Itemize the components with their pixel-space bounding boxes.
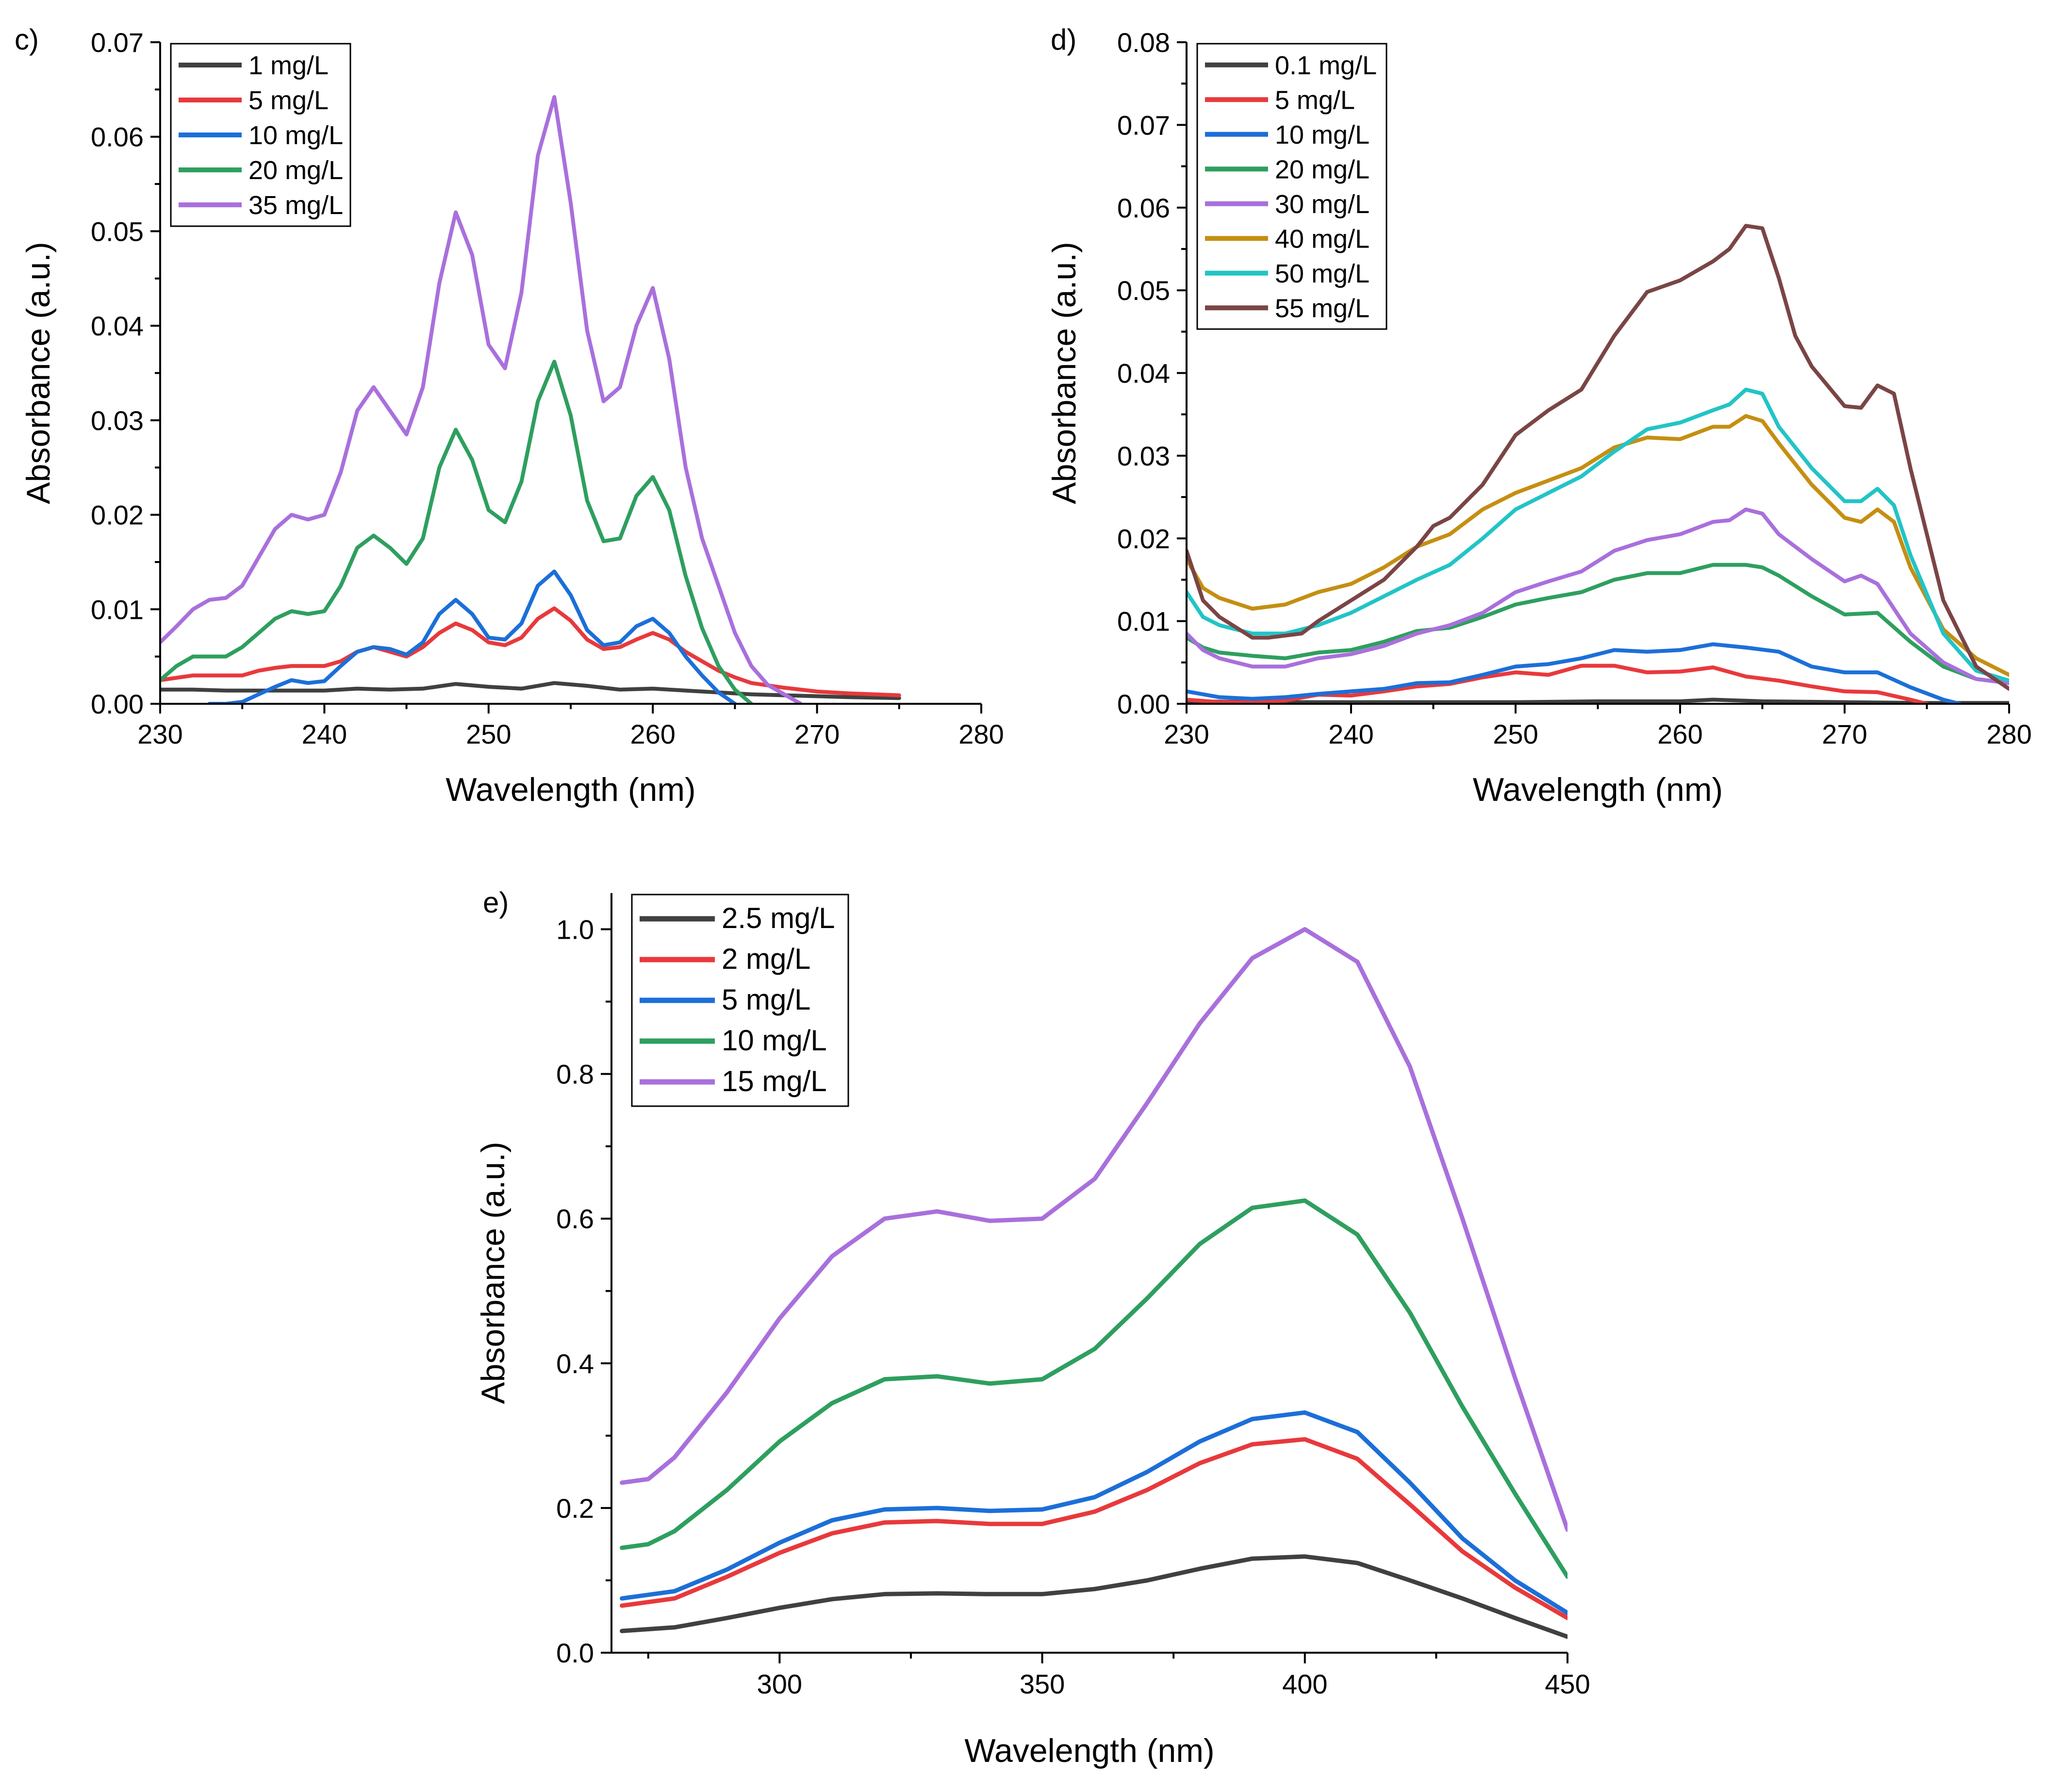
series-line-c-4: [160, 95, 803, 704]
x-tick-label-c: 270: [794, 719, 840, 749]
y-axis-title-c: Absorbance (a.u.): [20, 242, 57, 504]
series-line-c-3: [160, 360, 754, 704]
y-tick-label-d: 0.00: [1117, 689, 1170, 719]
legend-e: 2.5 mg/L 2 mg/L 5 mg/L 10 mg/L 15 mg/L: [631, 894, 849, 1107]
legend-c: 1 mg/L 5 mg/L 10 mg/L 20 mg/L 35 mg/L: [170, 43, 351, 227]
x-tick-label-d: 270: [1822, 719, 1867, 749]
legend-label-d-4: 30 mg/L: [1275, 190, 1370, 219]
series-line-c-0: [160, 681, 901, 700]
legend-label-c-1: 5 mg/L: [248, 86, 329, 115]
x-tick-label-d: 250: [1493, 719, 1538, 749]
panel-letter-c: c): [15, 23, 39, 56]
x-tick-label-d: 260: [1657, 719, 1702, 749]
series-line-e-4: [620, 927, 1568, 1532]
legend-label-d-2: 10 mg/L: [1275, 120, 1370, 149]
y-tick-label-e: 0.6: [556, 1204, 594, 1234]
series-line-e-1: [620, 1437, 1568, 1620]
chart-panel-e: e) 300 350 400 450 0.0 0.2 0.4 0.6 0.8 1.0 Waveleng…: [475, 886, 1590, 1769]
y-tick-label-c: 0.01: [91, 594, 144, 625]
y-tick-label-d: 0.02: [1117, 523, 1170, 554]
series-line-e-3: [620, 1198, 1568, 1579]
y-tick-label-e: 0.2: [556, 1493, 594, 1524]
y-axis-title-d: Absorbance (a.u.): [1046, 242, 1083, 504]
x-tick-label-e: 350: [1020, 1669, 1065, 1699]
series-line-d-4: [1187, 507, 2009, 685]
series-line-d-3: [1187, 563, 2009, 685]
series-line-d-5: [1187, 414, 2009, 677]
legend-label-d-7: 55 mg/L: [1275, 294, 1370, 323]
y-tick-label-d: 0.01: [1117, 606, 1170, 637]
series-line-c-1: [160, 606, 901, 697]
y-tick-label-e: 0.4: [556, 1348, 594, 1379]
legend-label-e-3: 10 mg/L: [722, 1024, 827, 1057]
x-axis-title-c: Wavelength (nm): [446, 771, 695, 808]
y-tick-label-e: 0.8: [556, 1059, 594, 1090]
x-tick-label-c: 230: [137, 719, 182, 749]
y-tick-label-d: 0.07: [1117, 110, 1170, 140]
y-tick-label-e: 0.0: [556, 1638, 594, 1668]
y-tick-label-c: 0.05: [91, 216, 144, 247]
y-tick-label-d: 0.06: [1117, 193, 1170, 223]
series-group-c: [160, 95, 901, 704]
legend-label-d-6: 50 mg/L: [1275, 259, 1370, 288]
series-line-d-2: [1187, 642, 1962, 704]
y-tick-label-d: 0.08: [1117, 27, 1170, 58]
legend-label-c-0: 1 mg/L: [248, 51, 329, 80]
x-tick-label-e: 400: [1282, 1669, 1327, 1699]
x-tick-label-e: 450: [1545, 1669, 1590, 1699]
panel-letter-e: e): [483, 886, 509, 919]
legend-d: 0.1 mg/L 5 mg/L 10 mg/L 20 mg/L 30 mg/L 40 mg…: [1196, 43, 1387, 330]
legend-label-e-4: 15 mg/L: [722, 1065, 827, 1097]
legend-box-d: [1196, 43, 1387, 330]
x-tick-label-e: 300: [757, 1669, 802, 1699]
y-tick-label-c: 0.07: [91, 27, 144, 58]
chart-panel-c: c) 230 240 250 260 270 280 0.00 0.01 0.02 0.03 0.04…: [15, 23, 1004, 808]
y-tick-label-d: 0.05: [1117, 275, 1170, 306]
series-line-d-7: [1187, 224, 2009, 691]
legend-label-e-0: 2.5 mg/L: [722, 902, 835, 934]
y-tick-label-d: 0.03: [1117, 441, 1170, 471]
x-tick-label-c: 240: [302, 719, 347, 749]
series-group-d: [1187, 224, 2009, 704]
y-tick-label-c: 0.00: [91, 689, 144, 719]
series-line-e-2: [620, 1410, 1568, 1615]
x-tick-label-d: 240: [1328, 719, 1373, 749]
panel-letter-d: d): [1051, 23, 1076, 56]
y-tick-label-c: 0.04: [91, 311, 144, 341]
legend-label-c-4: 35 mg/L: [248, 191, 343, 220]
x-tick-label-c: 280: [958, 719, 1004, 749]
series-line-c-2: [207, 569, 737, 704]
legend-label-e-1: 2 mg/L: [722, 943, 810, 975]
y-axis-title-e: Absorbance (a.u.): [475, 1142, 512, 1404]
x-tick-label-d: 230: [1164, 719, 1209, 749]
series-line-d-0: [1187, 697, 2009, 704]
y-tick-label-c: 0.06: [91, 122, 144, 152]
series-line-e-0: [620, 1554, 1568, 1639]
series-line-d-6: [1187, 387, 2009, 683]
legend-label-d-5: 40 mg/L: [1275, 224, 1370, 253]
y-tick-label-c: 0.03: [91, 405, 144, 436]
x-axis-title-d: Wavelength (nm): [1473, 771, 1723, 808]
legend-label-d-1: 5 mg/L: [1275, 85, 1355, 115]
y-tick-label-c: 0.02: [91, 500, 144, 531]
legend-label-c-2: 10 mg/L: [248, 121, 343, 150]
series-line-d-1: [1187, 664, 1929, 704]
legend-label-e-2: 5 mg/L: [722, 983, 810, 1016]
legend-label-d-3: 20 mg/L: [1275, 155, 1370, 184]
x-tick-label-c: 260: [630, 719, 675, 749]
legend-label-d-0: 0.1 mg/L: [1275, 51, 1377, 80]
x-tick-label-c: 250: [466, 719, 511, 749]
legend-label-c-3: 20 mg/L: [248, 156, 343, 185]
x-axis-title-e: Wavelength (nm): [964, 1732, 1214, 1769]
y-tick-label-d: 0.04: [1117, 358, 1170, 389]
chart-panel-d: d) 230 240 250 260 270 280 0.00 0.01 0.02 0.03 0.04…: [1046, 23, 2032, 808]
y-tick-label-e: 1.0: [556, 914, 594, 945]
series-group-e: [620, 927, 1568, 1639]
x-tick-label-d: 280: [1986, 719, 2031, 749]
